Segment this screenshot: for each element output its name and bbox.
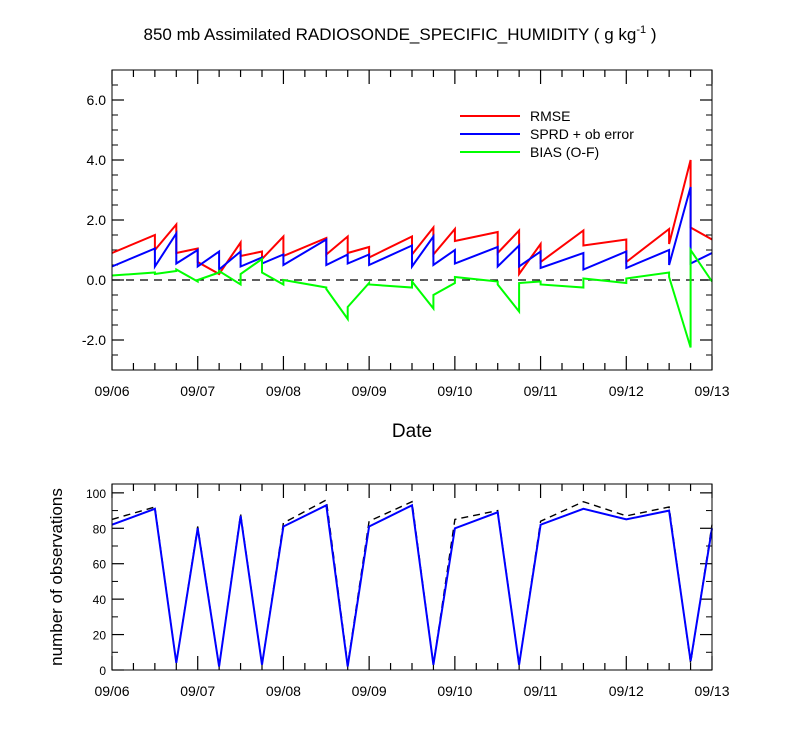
x-axis-label: Date <box>392 421 432 442</box>
series-line-number-of-observations-dashed <box>111 498 713 667</box>
series-line-number-of-observations <box>111 503 713 667</box>
series-line-sprd-ob-error <box>111 186 713 272</box>
x-tick-label: 09/11 <box>524 683 558 699</box>
x-tick-label: 09/07 <box>180 383 215 399</box>
top-panel: 09/06 09/07 09/08 09/09 09/10 09/11 09/12 09/13… <box>82 69 730 442</box>
y-tick-label: -2.0 <box>82 332 106 348</box>
x-tick-label: 09/12 <box>609 383 644 399</box>
bottom-panel-frame <box>111 483 713 671</box>
bottom-panel: 09/06 09/07 09/08 09/09 09/10 09/11 09/12 09/13… <box>47 483 730 699</box>
x-tick-label: 09/11 <box>524 383 558 399</box>
y-axis-label: number of observations <box>47 488 66 666</box>
x-tick-label: 09/10 <box>437 683 472 699</box>
legend-label-bias: BIAS (O-F) <box>530 144 599 160</box>
x-tick-label: 09/06 <box>94 383 129 399</box>
y-tick-label: 4.0 <box>87 152 107 168</box>
x-tick-label: 09/08 <box>266 383 301 399</box>
legend-label-rmse: RMSE <box>530 108 570 124</box>
y-tick-label: 100 <box>86 487 106 501</box>
y-tick-label: 80 <box>93 522 107 536</box>
y-tick-label: 0.0 <box>87 272 107 288</box>
x-tick-label: 09/09 <box>352 383 387 399</box>
x-tick-label: 09/10 <box>437 383 472 399</box>
y-tick-label: 6.0 <box>87 92 107 108</box>
legend: RMSE SPRD + ob error BIAS (O-F) <box>460 108 634 160</box>
series-line-rmse <box>111 159 713 278</box>
x-tick-label: 09/06 <box>94 683 129 699</box>
x-tick-label: 09/13 <box>694 383 729 399</box>
y-tick-label: 20 <box>93 629 107 643</box>
chart-title: 850 mb Assimilated RADIOSONDE_SPECIFIC_H… <box>144 24 657 44</box>
y-tick-label: 0 <box>99 664 106 678</box>
x-tick-label: 09/08 <box>266 683 301 699</box>
x-tick-label: 09/09 <box>352 683 387 699</box>
top-panel-frame <box>111 69 713 371</box>
y-tick-label: 60 <box>93 558 107 572</box>
x-tick-label: 09/13 <box>694 683 729 699</box>
series-line-bias-o-f <box>111 246 713 348</box>
x-tick-label: 09/12 <box>609 683 644 699</box>
bottom-panel-marks: 09/06 09/07 09/08 09/09 09/10 09/11 09/12 09/13… <box>86 484 730 699</box>
y-tick-label: 40 <box>93 593 107 607</box>
x-tick-label: 09/07 <box>180 683 215 699</box>
legend-label-sprd: SPRD + ob error <box>530 126 634 142</box>
y-tick-label: 2.0 <box>87 212 107 228</box>
top-panel-marks: 09/06 09/07 09/08 09/09 09/10 09/11 09/12 09/13… <box>82 69 730 399</box>
